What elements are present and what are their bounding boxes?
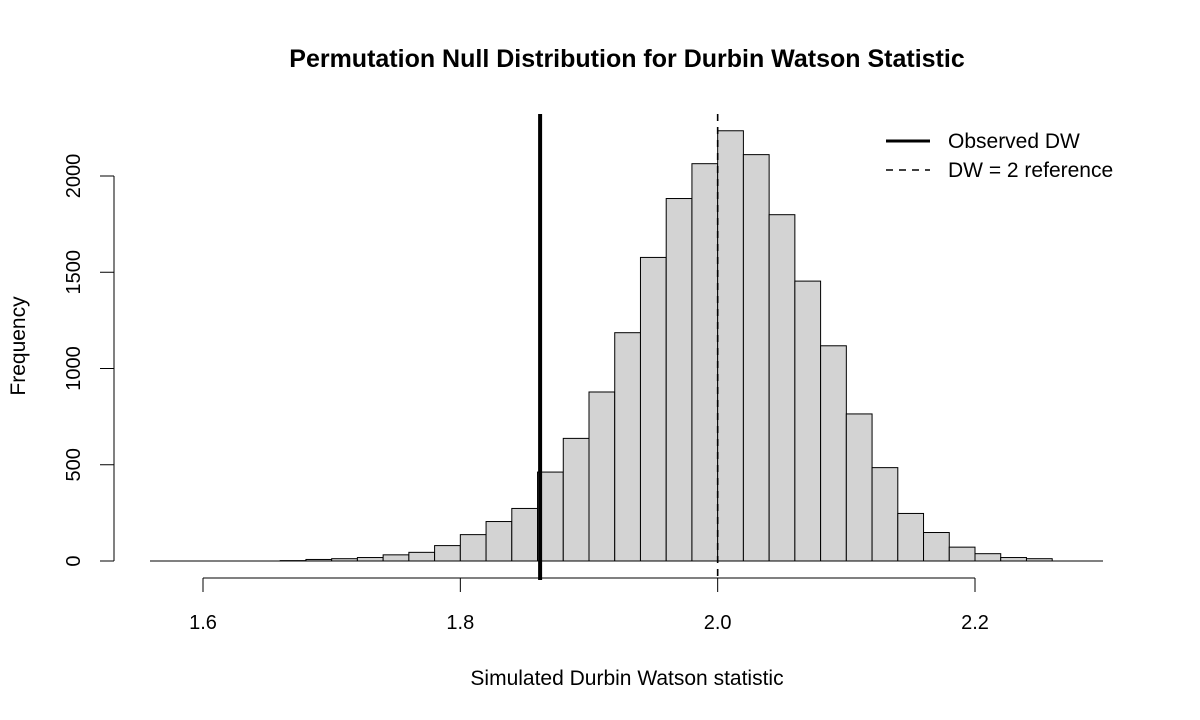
histogram-bar: [820, 345, 847, 562]
y-tick-label: 0: [63, 555, 85, 566]
y-axis: 0 500 1000 1500 2000: [63, 154, 115, 567]
histogram-bar: [974, 553, 1002, 562]
histogram-bar: [794, 280, 822, 562]
x-tick-label: 2.0: [704, 612, 732, 634]
histogram-bar: [588, 391, 616, 562]
histogram-bar: [459, 534, 487, 562]
histogram-bar: [382, 554, 410, 562]
histogram-bar: [871, 467, 899, 562]
reference-lines: [538, 114, 719, 580]
histogram-bar: [434, 545, 461, 562]
y-tick-label: 500: [63, 448, 85, 481]
histogram-bars: [150, 130, 1103, 562]
y-tick-label: 1500: [63, 250, 85, 295]
x-axis-label: Simulated Durbin Watson statistic: [470, 667, 783, 690]
x-axis: 1.6 1.8 2.0 2.2: [189, 577, 989, 634]
histogram-bar: [845, 413, 873, 562]
histogram-bar: [717, 130, 744, 562]
histogram-bar: [639, 256, 667, 562]
histogram-bar: [665, 198, 693, 562]
x-tick-label: 1.8: [446, 612, 474, 634]
y-tick-label: 2000: [63, 154, 85, 199]
legend-item-reference: DW = 2 reference: [948, 159, 1113, 182]
histogram-bar: [1000, 557, 1027, 562]
histogram-bar: [897, 512, 925, 562]
histogram-bar: [742, 154, 770, 562]
x-tick-label: 2.2: [961, 612, 989, 634]
histogram-bar: [408, 551, 436, 562]
histogram-bar: [948, 546, 976, 562]
histogram-bar: [511, 507, 539, 562]
histogram-bar: [768, 214, 796, 562]
histogram-bar: [356, 557, 384, 562]
y-axis-label: Frequency: [7, 296, 30, 396]
histogram-bar: [923, 532, 950, 562]
legend: Observed DW DW = 2 reference: [886, 130, 1113, 182]
histogram-bar: [485, 521, 513, 562]
histogram-bar: [614, 332, 641, 562]
x-tick-label: 1.6: [189, 612, 217, 634]
legend-item-observed: Observed DW: [948, 130, 1080, 153]
chart-title: Permutation Null Distribution for Durbin…: [289, 45, 965, 73]
y-tick-label: 1000: [63, 346, 85, 391]
histogram-bar: [562, 437, 590, 562]
histogram-bar: [691, 163, 719, 562]
